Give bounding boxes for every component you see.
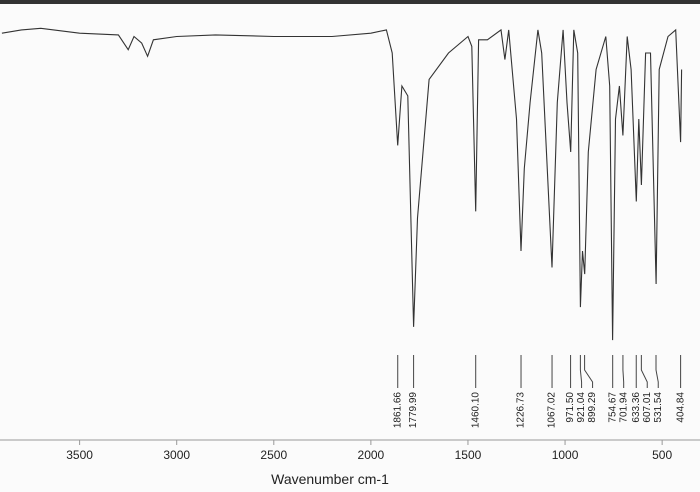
x-tick-label: 3500 [66,448,93,462]
peak-label: 531.54 [653,392,664,423]
peak-label: 1067.02 [547,392,558,429]
peak-label: 754.67 [607,392,618,423]
peak-label: 921.04 [576,392,587,423]
x-tick-label: 2500 [260,448,287,462]
peak-label: 701.94 [618,392,629,423]
spectrum-line [1,27,683,341]
x-tick-label: 1000 [552,448,579,462]
x-tick-label: 3000 [163,448,190,462]
x-axis-title: Wavenumber cm-1 [271,471,389,487]
peak-label: 1779.99 [408,392,419,429]
peak-label: 899.29 [587,392,598,423]
x-tick-label: 2000 [358,448,385,462]
peak-label: 1460.10 [470,392,481,429]
peak-marker [622,355,625,388]
peak-label: 404.84 [675,392,686,423]
peak-marker [640,355,648,388]
peak-marker [655,355,659,388]
peak-label: 1226.73 [516,392,527,429]
peak-label: 971.50 [565,392,576,423]
top-edge [0,0,700,4]
peak-label: 1861.66 [392,392,403,429]
x-tick-label: 500 [652,448,672,462]
x-tick-label: 1500 [455,448,482,462]
peak-label: 633.36 [631,392,642,423]
peak-marker [584,355,594,388]
peak-marker [579,355,583,388]
peak-label: 607.01 [642,392,653,423]
